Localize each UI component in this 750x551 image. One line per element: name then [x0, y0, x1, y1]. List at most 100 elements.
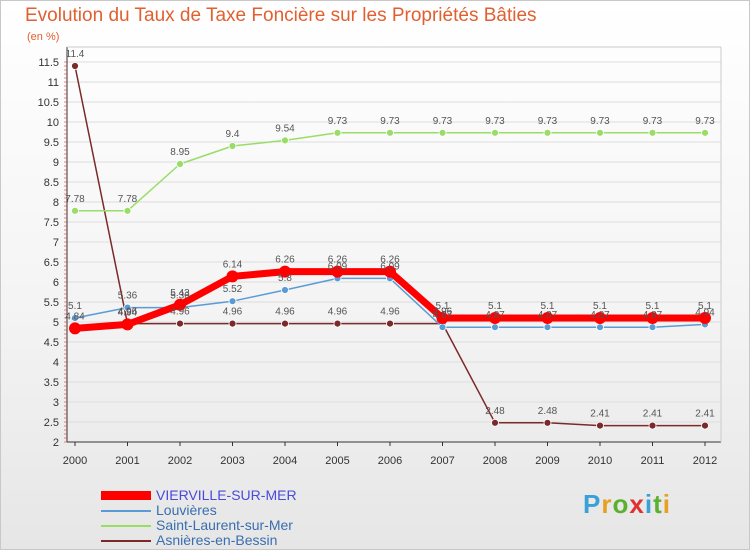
y-tick-label: 4 — [53, 357, 59, 369]
data-label: 5.1 — [646, 301, 660, 312]
y-tick-label: 6 — [53, 277, 59, 289]
data-label: 11.4 — [66, 49, 85, 60]
y-tick-label: 8 — [53, 197, 59, 209]
data-point — [228, 319, 237, 328]
data-point — [491, 323, 499, 332]
y-tick-label: 2 — [53, 437, 59, 449]
data-label: 7.78 — [65, 194, 85, 205]
data-point — [489, 312, 501, 324]
data-point — [701, 128, 709, 137]
data-point — [71, 206, 79, 215]
data-point — [648, 421, 657, 430]
data-label: 9.4 — [226, 129, 240, 140]
y-tick-label: 6.5 — [44, 257, 59, 269]
proxiti-logo: Proxiti — [583, 489, 671, 519]
legend: VIERVILLE-SUR-MER Louvières Saint-Lauren… — [101, 488, 297, 548]
data-label: 5.43 — [170, 288, 190, 299]
data-label: 5.1 — [593, 301, 607, 312]
data-point — [331, 265, 344, 278]
data-label: 4.87 — [538, 310, 558, 321]
data-point — [228, 142, 237, 150]
data-point — [541, 312, 554, 324]
legend-item: Asnières-en-Bessin — [101, 533, 297, 548]
y-tick-label: 9.5 — [44, 137, 59, 149]
data-label: 4.96 — [433, 307, 453, 318]
data-point — [176, 160, 184, 168]
data-label: 5.1 — [68, 301, 82, 312]
data-label: 9.73 — [433, 116, 453, 127]
x-tick-label: 2003 — [220, 455, 244, 467]
data-point — [71, 314, 79, 322]
y-tick-label: 8.5 — [44, 177, 59, 189]
y-tick-label: 3.5 — [44, 377, 59, 389]
y-tick-label: 10 — [47, 117, 59, 129]
data-label: 4.96 — [380, 307, 400, 318]
data-point — [646, 312, 659, 324]
data-point — [279, 265, 291, 278]
legend-swatch — [101, 524, 151, 527]
data-label: 6.09 — [380, 261, 400, 272]
data-label: 4.87 — [485, 310, 505, 321]
y-tick-label: 5 — [53, 317, 59, 329]
data-label: 4.96 — [275, 307, 295, 318]
data-point — [594, 312, 606, 324]
data-point — [438, 128, 447, 137]
data-point — [174, 298, 186, 311]
data-label: 6.26 — [328, 255, 348, 266]
data-label: 2.48 — [538, 406, 558, 417]
data-label: 9.73 — [485, 116, 505, 127]
data-label: 9.73 — [643, 116, 663, 127]
data-label: 9.73 — [328, 116, 348, 127]
y-tick-label: 7 — [53, 237, 59, 249]
y-tick-label: 3 — [53, 397, 59, 409]
y-tick-label: 10.5 — [38, 97, 59, 109]
data-label: 4.96 — [170, 307, 190, 318]
data-label: 5.1 — [436, 301, 450, 312]
legend-swatch — [101, 539, 151, 542]
x-tick-label: 2007 — [430, 455, 454, 467]
data-point — [386, 128, 394, 137]
data-label: 5.1 — [488, 301, 502, 312]
data-label: 5.36 — [170, 291, 190, 302]
data-point — [543, 418, 552, 427]
data-label: 4.94 — [695, 307, 715, 318]
x-tick-label: 2001 — [115, 455, 139, 467]
data-point — [226, 270, 239, 283]
data-label: 4.87 — [590, 310, 610, 321]
series-line — [75, 132, 705, 212]
legend-item: Saint-Laurent-sur-Mer — [101, 518, 297, 533]
data-label: 5.8 — [278, 273, 292, 284]
data-point — [121, 318, 134, 331]
chart-title: Evolution du Taux de Taxe Foncière sur l… — [25, 5, 537, 26]
legend-swatch — [101, 509, 151, 512]
x-tick-label: 2006 — [378, 455, 402, 467]
data-point — [333, 319, 342, 328]
data-label: 9.73 — [538, 116, 558, 127]
data-label: 2.48 — [485, 406, 505, 417]
data-point — [596, 128, 604, 137]
data-point — [596, 421, 604, 430]
y-tick-label: 11.5 — [38, 57, 59, 69]
legend-label: Saint-Laurent-sur-Mer — [156, 517, 293, 533]
x-tick-label: 2005 — [325, 455, 349, 467]
data-label: 6.09 — [328, 261, 348, 272]
data-label: 6.26 — [380, 255, 400, 266]
data-point — [543, 323, 552, 332]
data-label: 4.96 — [328, 307, 348, 318]
data-label: 5.52 — [223, 284, 243, 295]
data-point — [228, 297, 237, 306]
data-point — [176, 319, 184, 328]
data-label: 4.87 — [433, 310, 453, 321]
data-point — [438, 323, 447, 332]
x-tick-label: 2002 — [168, 455, 192, 467]
data-label: 2.41 — [590, 409, 610, 420]
data-point — [333, 128, 342, 137]
legend-label: VIERVILLE-SUR-MER — [156, 487, 297, 503]
data-point — [384, 265, 396, 278]
data-label: 4.94 — [118, 307, 138, 318]
x-tick-label: 2004 — [273, 455, 297, 467]
data-label: 5.36 — [118, 291, 138, 302]
data-label: 4.84 — [65, 311, 85, 322]
